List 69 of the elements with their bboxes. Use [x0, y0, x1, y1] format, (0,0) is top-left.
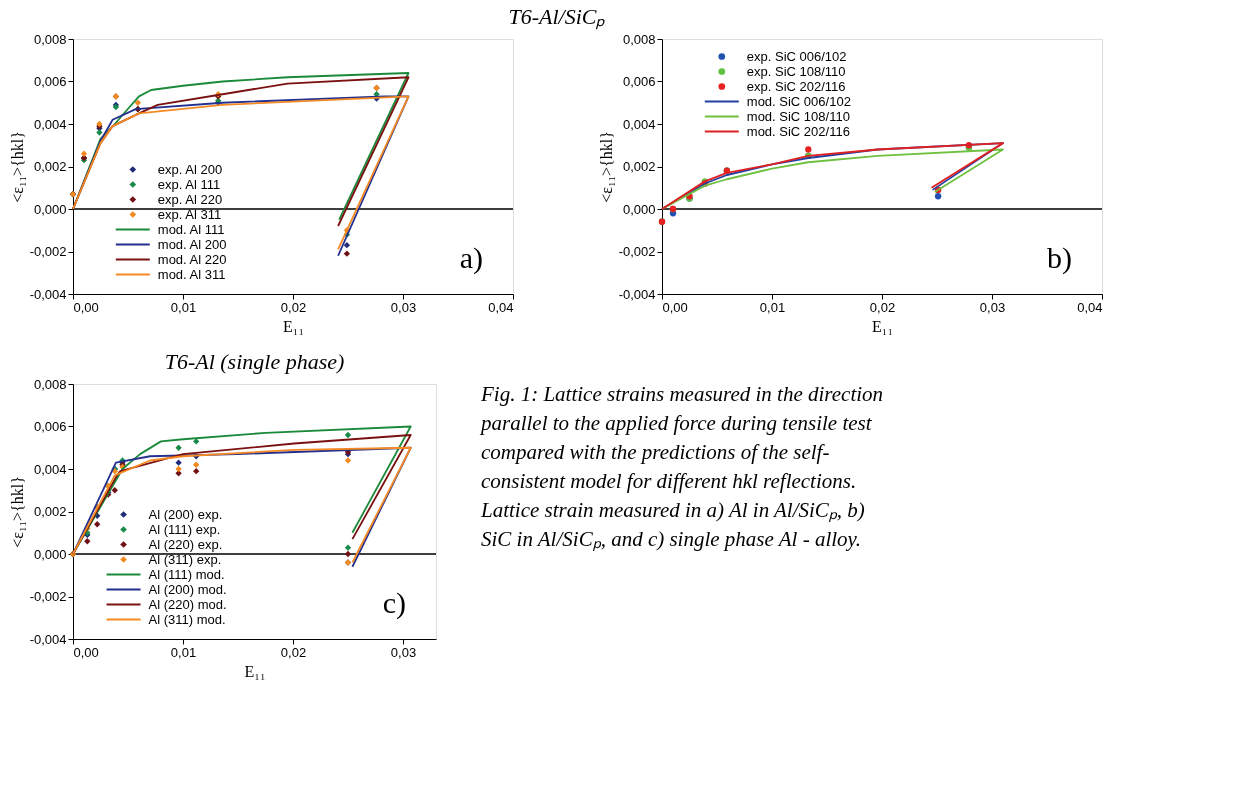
x-tick-label: 0,03: [979, 299, 1006, 315]
y-tick-label: 0,006: [33, 419, 67, 434]
x-axis-title: E₁₁: [283, 317, 304, 335]
x-tick-label: 0,01: [170, 299, 197, 315]
legend-label: exp. SiC 202/116: [746, 78, 846, 94]
caption: Fig. 1: Lattice strains measured in the direction parallel to the applied force during tensile test compared with the predictions of the self-consistent model for different hkl reflections. Lattice strain measured in a) Al in Al/SiCₚ, b) SiC in Al/SiCₚ, and c) single phase Al - alloy.: [479, 382, 884, 552]
y-tick-label: 0,000: [622, 201, 656, 217]
x-tick-label: 0,04: [1077, 299, 1103, 315]
legend-label: exp. SiC 006/102: [746, 48, 847, 64]
y-tick-label: 0,004: [622, 116, 656, 132]
x-tick-label: 0,02: [280, 644, 307, 660]
legend-label: Al (111) exp.: [148, 521, 221, 537]
legend-label: mod. Al 220: [157, 251, 227, 267]
y-axis-title: <ε₁₁>{hkl}: [8, 131, 26, 203]
legend-label: mod. SiC 006/102: [746, 93, 851, 109]
y-tick-label: -0,002: [29, 589, 67, 604]
y-tick-label: 0,006: [622, 74, 656, 89]
x-tick-label: 0,02: [280, 299, 307, 315]
x-tick-label: 0,00: [73, 644, 99, 660]
y-tick-label: 0,004: [33, 116, 67, 132]
y-tick-label: 0,008: [33, 31, 67, 47]
annotation: c): [382, 586, 406, 620]
legend-label: Al (220) exp.: [148, 536, 223, 552]
chart-title: T6-Al (single phase): [164, 349, 345, 374]
legend-label: exp. Al 111: [157, 176, 221, 192]
y-tick-label: 0,002: [33, 504, 67, 519]
legend-label: exp. Al 220: [157, 191, 223, 207]
legend-label: exp. Al 200: [157, 161, 223, 177]
x-tick-label: 0,03: [390, 644, 417, 660]
y-tick-label: 0,008: [33, 376, 67, 392]
legend-label: exp. Al 311: [157, 206, 222, 222]
legend-label: mod. SiC 108/110: [746, 108, 850, 124]
legend-label: Al (311) mod.: [148, 611, 226, 627]
legend-label: mod. Al 311: [157, 266, 226, 282]
legend-label: Al (111) mod.: [148, 566, 225, 582]
y-axis-title: <ε₁₁>{hkl}: [597, 131, 615, 203]
x-tick-label: 0,01: [170, 644, 197, 660]
legend-label: Al (311) exp.: [148, 551, 222, 567]
legend-label: Al (200) mod.: [148, 581, 227, 597]
annotation: b): [1047, 241, 1072, 275]
y-tick-label: -0,004: [29, 286, 67, 302]
y-tick-label: 0,004: [33, 461, 67, 477]
y-tick-label: 0,000: [33, 201, 67, 217]
x-axis-title: E₁₁: [244, 662, 266, 680]
legend-label: mod. Al 111: [157, 221, 225, 237]
x-axis-title: E₁₁: [872, 317, 893, 335]
x-tick-label: 0,03: [390, 299, 417, 315]
y-tick-label: -0,002: [618, 244, 656, 259]
legend-label: mod. Al 200: [157, 236, 227, 252]
y-axis-title: <ε₁₁>{hkl}: [8, 476, 26, 548]
y-tick-label: 0,006: [33, 74, 67, 89]
legend-label: Al (220) mod.: [148, 596, 227, 612]
y-tick-label: -0,002: [29, 244, 67, 259]
legend-label: mod. SiC 202/116: [746, 123, 850, 139]
y-tick-label: 0,002: [33, 159, 67, 174]
x-tick-label: 0,00: [662, 299, 688, 315]
chart-title: T6-Al/SiCₚ: [508, 3, 606, 30]
y-tick-label: 0,000: [33, 546, 67, 562]
y-tick-label: 0,008: [622, 31, 656, 47]
x-tick-label: 0,04: [488, 299, 514, 315]
x-tick-label: 0,01: [759, 299, 786, 315]
x-tick-label: 0,00: [73, 299, 99, 315]
y-tick-label: 0,002: [622, 159, 656, 174]
y-tick-label: -0,004: [618, 286, 656, 302]
x-tick-label: 0,02: [869, 299, 896, 315]
y-tick-label: -0,004: [29, 631, 67, 647]
annotation: a): [459, 241, 483, 275]
legend-label: exp. SiC 108/110: [746, 63, 846, 79]
legend-label: Al (200) exp.: [148, 506, 223, 522]
